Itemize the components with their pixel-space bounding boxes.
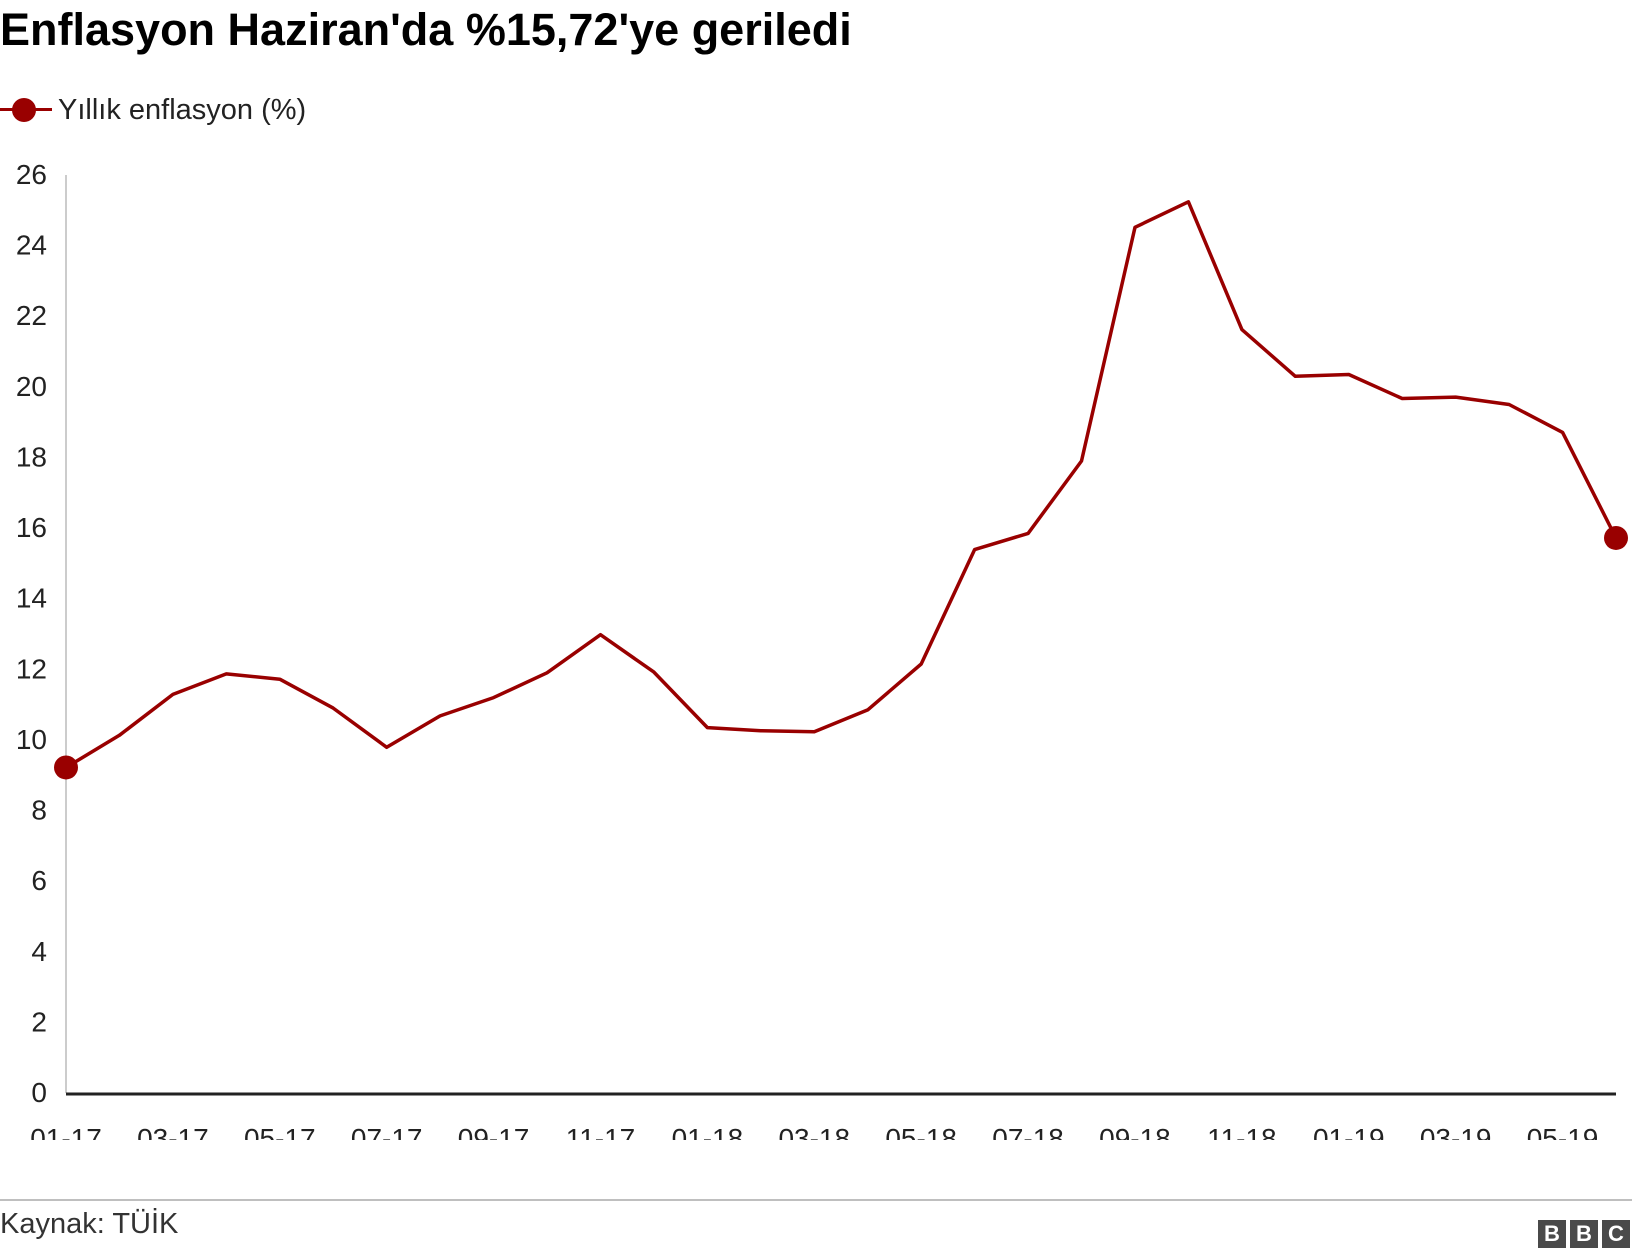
y-tick-label: 26	[16, 159, 47, 190]
x-tick-label: 01-17	[30, 1123, 102, 1140]
x-tick-label: 03-18	[778, 1123, 850, 1140]
y-tick-label: 20	[16, 371, 47, 402]
x-tick-label: 11-17	[566, 1123, 636, 1140]
source-note: Kaynak: TÜİK	[0, 1208, 179, 1240]
y-tick-label: 14	[16, 583, 47, 614]
x-tick-label: 01-18	[672, 1123, 744, 1140]
y-tick-label: 18	[16, 441, 47, 472]
x-tick-label: 03-17	[137, 1123, 209, 1140]
chart-title: Enflasyon Haziran'da %15,72'ye geriledi	[0, 4, 852, 55]
data-point	[1604, 525, 1628, 550]
x-tick-label: 07-18	[992, 1123, 1064, 1140]
logo-letter: B	[1570, 1220, 1598, 1248]
x-tick-label: 09-17	[458, 1123, 530, 1140]
x-tick-label: 07-17	[351, 1123, 423, 1140]
x-tick-label: 11-18	[1207, 1123, 1277, 1140]
x-tick-label: 09-18	[1099, 1123, 1171, 1140]
legend: Yıllık enflasyon (%)	[0, 88, 306, 132]
y-tick-label: 16	[16, 512, 47, 543]
data-point	[54, 755, 78, 780]
y-tick-label: 0	[31, 1077, 47, 1108]
x-tick-label: 05-18	[885, 1123, 957, 1140]
y-tick-label: 6	[31, 865, 47, 896]
logo-letter: C	[1602, 1220, 1630, 1248]
legend-label: Yıllık enflasyon (%)	[58, 93, 307, 126]
y-tick-label: 22	[16, 300, 47, 331]
logo-letter: B	[1538, 1220, 1566, 1248]
x-tick-label: 01-19	[1313, 1123, 1385, 1140]
series-line	[64, 200, 1618, 770]
y-tick-label: 4	[31, 936, 47, 967]
legend-swatch	[0, 96, 52, 124]
x-tick-label: 05-17	[244, 1123, 316, 1140]
x-tick-label: 05-19	[1527, 1123, 1599, 1140]
footer-divider	[0, 1199, 1632, 1201]
legend-marker	[12, 98, 36, 122]
y-tick-label: 12	[16, 653, 47, 684]
y-tick-label: 10	[16, 724, 47, 755]
y-tick-label: 2	[31, 1006, 47, 1037]
y-tick-label: 24	[16, 230, 47, 261]
y-tick-label: 8	[31, 795, 47, 826]
x-tick-label: 03-19	[1420, 1123, 1492, 1140]
bbc-logo: B B C	[1538, 1220, 1630, 1248]
